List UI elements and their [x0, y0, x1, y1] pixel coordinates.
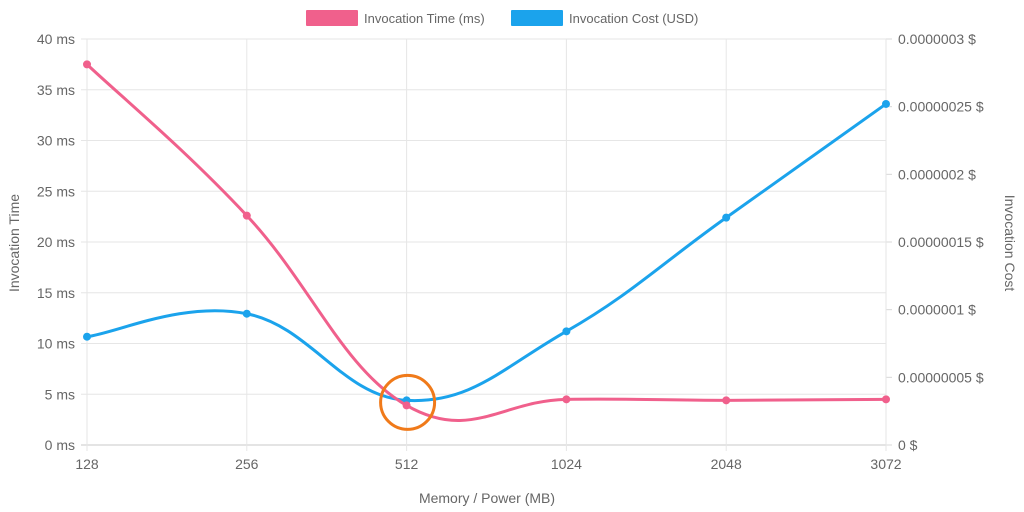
invocation-cost-point[interactable] [83, 332, 91, 341]
y-left-tick-label: 30 ms [37, 133, 75, 149]
x-tick-label: 512 [395, 456, 419, 472]
invocation-time-point[interactable] [562, 395, 571, 404]
x-tick-label: 128 [75, 456, 99, 472]
y-right-tick-label: 0.00000015 $ [898, 234, 984, 250]
y-right-tick-label: 0.00000005 $ [898, 369, 984, 385]
invocation-time-point[interactable] [722, 396, 731, 405]
invocation-time-line [85, 62, 888, 422]
invocation-time-point[interactable] [83, 60, 91, 69]
invocation-time-point[interactable] [242, 211, 251, 220]
x-tick-label: 1024 [551, 456, 582, 472]
legend-label: Invocation Cost (USD) [569, 11, 698, 26]
x-axis-title: Memory / Power (MB) [419, 490, 555, 506]
y-left-tick-label: 35 ms [37, 82, 75, 98]
legend-item-invocation-cost[interactable]: Invocation Cost (USD) [511, 10, 698, 26]
invocation-time-point[interactable] [882, 395, 890, 404]
legend-swatch [511, 10, 563, 26]
y-left-tick-label: 40 ms [37, 31, 75, 47]
y-right-tick-label: 0 $ [898, 437, 918, 453]
y-left-tick-label: 0 ms [45, 437, 75, 453]
invocation-cost-point[interactable] [722, 213, 731, 222]
legend-item-invocation-time[interactable]: Invocation Time (ms) [306, 10, 485, 26]
invocation-cost-point[interactable] [562, 327, 571, 336]
y-left-tick-label: 10 ms [37, 336, 75, 352]
x-tick-label: 256 [235, 456, 259, 472]
x-tick-label: 2048 [711, 456, 742, 472]
series [83, 60, 890, 422]
optimal-point-highlight-circle [379, 373, 437, 431]
invocation-cost-point[interactable] [242, 309, 251, 318]
y-right-tick-label: 0.00000025 $ [898, 99, 984, 115]
y-axis-left-title: Invocation Time [6, 194, 22, 292]
y-left-tick-label: 15 ms [37, 285, 75, 301]
x-tick-label: 3072 [870, 456, 901, 472]
y-right-tick-label: 0.0000002 $ [898, 166, 976, 182]
axes: 0 ms 5 ms 10 ms 15 ms 20 ms 25 ms 30 ms 35 ms 40… [37, 31, 984, 472]
y-right-tick-label: 0.0000001 $ [898, 302, 976, 318]
invocation-cost-point[interactable] [882, 99, 890, 108]
y-left-tick-label: 25 ms [37, 183, 75, 199]
legend[interactable]: Invocation Time (ms) Invocation Cost (USD… [306, 10, 698, 26]
invocation-time-point[interactable] [402, 401, 411, 410]
y-axis-right-title: Invocation Cost [1002, 195, 1018, 292]
y-left-tick-label: 5 ms [45, 386, 75, 402]
y-right-tick-label: 0.0000003 $ [898, 31, 976, 47]
annotations [379, 373, 437, 431]
grid [81, 38, 892, 451]
legend-swatch [306, 10, 358, 26]
invocation-cost-line [85, 102, 888, 403]
legend-label: Invocation Time (ms) [364, 11, 485, 26]
y-left-tick-label: 20 ms [37, 234, 75, 250]
